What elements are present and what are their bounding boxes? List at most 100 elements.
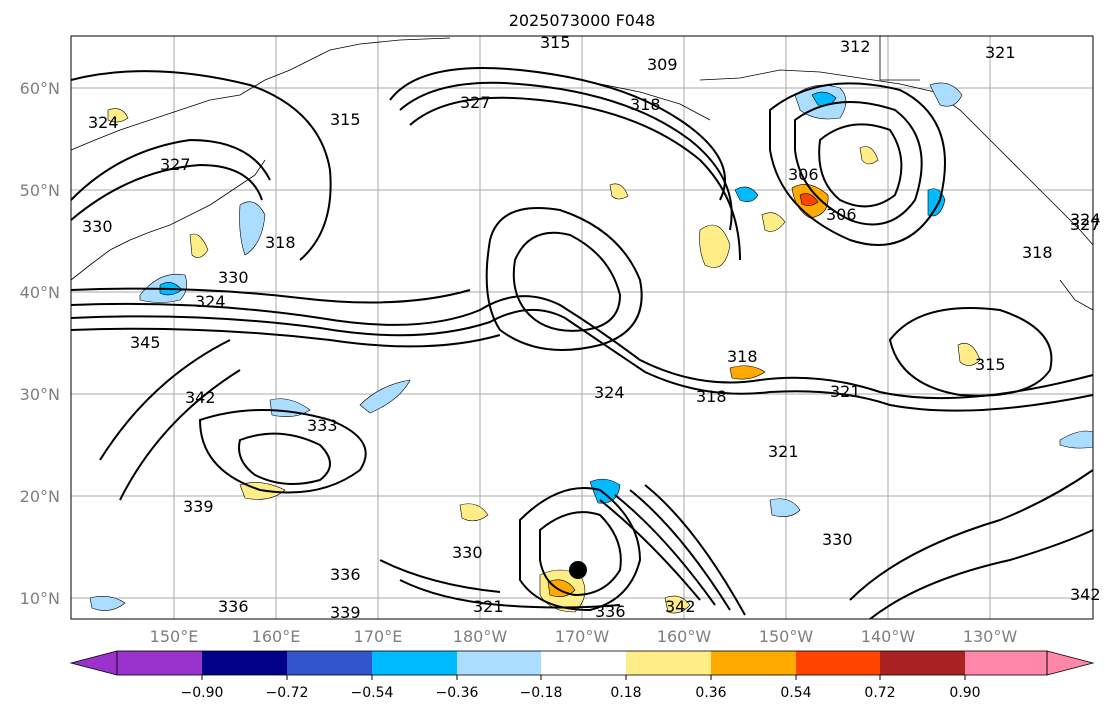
- colorbar-extend-high: [1046, 650, 1095, 676]
- colorbar-extend-low: [69, 650, 118, 676]
- colorbar-segment: [796, 651, 880, 675]
- lon-label: 170°E: [354, 627, 403, 646]
- latitude-labels: 60°N 50°N 40°N 30°N 20°N 10°N: [20, 79, 60, 608]
- colorbar-tick-label: 0.54: [780, 685, 811, 701]
- contour-label: 327: [1070, 215, 1101, 234]
- lat-label: 40°N: [20, 283, 60, 302]
- colorbar-tick-label: −0.72: [266, 685, 309, 701]
- shade-positive: [957, 343, 981, 366]
- shade-positive: [609, 183, 629, 200]
- lon-label: 170°W: [555, 627, 610, 646]
- contour-lines: [70, 67, 1094, 620]
- map-border: [70, 35, 1094, 620]
- colorbar-tick-label: −0.36: [436, 685, 479, 701]
- shade-negative: [89, 596, 126, 611]
- colorbar-tick-label: 0.36: [695, 685, 726, 701]
- colorbar-segment: [457, 651, 541, 675]
- contour-label: 315: [975, 355, 1006, 374]
- contour-label: 336: [330, 565, 361, 584]
- colorbar-tick-label: 0.18: [610, 685, 641, 701]
- contour-label: 342: [1070, 585, 1101, 604]
- contour-label: 321: [768, 442, 799, 461]
- shade-positive: [799, 193, 819, 206]
- colorbar-tick-label: −0.18: [520, 685, 563, 701]
- colorbar-segment: [541, 651, 626, 675]
- colorbar-frame: [116, 650, 1048, 676]
- shade-negative: [769, 498, 801, 517]
- colorbar-tick-label: 0.72: [864, 685, 895, 701]
- contour-label: 345: [130, 333, 161, 352]
- contour-label: 321: [985, 43, 1016, 62]
- shade-positive: [761, 212, 786, 232]
- colorbar-segment: [711, 651, 796, 675]
- contour-label: 324: [88, 113, 119, 132]
- colorbar-ticks: [201, 675, 966, 680]
- colorbar-segment: [202, 651, 287, 675]
- shade-negative: [734, 186, 759, 202]
- contour-label: 333: [307, 416, 338, 435]
- shade-positive: [699, 224, 731, 268]
- contour-label: 330: [822, 530, 853, 549]
- shade-negative: [359, 379, 411, 414]
- lon-label: 150°E: [150, 627, 199, 646]
- shade-positive: [107, 108, 129, 123]
- contour-label: 318: [696, 387, 727, 406]
- longitude-labels: 150°E 160°E 170°E 180°W 170°W 160°W 150°…: [150, 627, 1018, 646]
- lat-label: 50°N: [20, 181, 60, 200]
- lon-label: 160°E: [252, 627, 301, 646]
- colorbar-segment: [372, 651, 457, 675]
- contour-label: 327: [160, 155, 191, 174]
- contour-label: 318: [727, 347, 758, 366]
- lon-label: 140°W: [861, 627, 916, 646]
- contour-label: 312: [840, 37, 871, 56]
- colorbar-segment: [287, 651, 372, 675]
- lon-label: 130°W: [963, 627, 1018, 646]
- contour-label: 324: [594, 383, 625, 402]
- contour-label: 315: [540, 33, 571, 52]
- shade-negative: [239, 201, 266, 256]
- shaded-anomalies: [89, 82, 1094, 614]
- contour-label: 330: [82, 217, 113, 236]
- shade-negative: [269, 398, 311, 417]
- lat-label: 30°N: [20, 385, 60, 404]
- contour-label: 342: [665, 597, 696, 616]
- colorbar: −0.90 −0.72 −0.54 −0.36 −0.18 0.18 0.36 …: [69, 650, 1095, 701]
- colorbar-tick-label: −0.90: [181, 685, 224, 701]
- contour-label: 318: [1022, 243, 1053, 262]
- shade-positive: [664, 595, 691, 614]
- contour-label: 306: [788, 165, 819, 184]
- shade-positive: [729, 365, 766, 380]
- shade-positive: [189, 233, 209, 258]
- colorbar-segment: [117, 651, 202, 675]
- contour-label: 318: [265, 233, 296, 252]
- figure-title: 2025073000 F048: [509, 11, 656, 30]
- contour-label: 330: [218, 268, 249, 287]
- shade-negative: [929, 82, 963, 107]
- contour-label: 321: [830, 382, 861, 401]
- contour-label: 339: [183, 497, 214, 516]
- lat-label: 10°N: [20, 589, 60, 608]
- colorbar-segment: [626, 651, 711, 675]
- lat-label: 20°N: [20, 487, 60, 506]
- map-panel: 315 312 309 318 321 324 327 315 327 324 …: [70, 33, 1101, 622]
- colorbar-tick-label: −0.54: [351, 685, 394, 701]
- colorbar-segment: [965, 651, 1047, 675]
- lon-label: 180°W: [453, 627, 508, 646]
- contour-label: 336: [595, 602, 626, 621]
- shade-positive: [459, 503, 489, 522]
- contour-label: 330: [452, 543, 483, 562]
- contour-label: 336: [218, 597, 249, 616]
- colorbar-segment: [880, 651, 965, 675]
- contour-label: 339: [330, 603, 361, 622]
- contour-label: 327: [460, 93, 491, 112]
- lat-label: 60°N: [20, 79, 60, 98]
- contour-label: 324: [195, 292, 226, 311]
- tropical-cyclone-dot: [569, 561, 587, 579]
- contour-label: 309: [647, 55, 678, 74]
- contour-label: 321: [473, 597, 504, 616]
- contour-label: 342: [185, 388, 216, 407]
- colorbar-tick-label: 0.90: [949, 685, 980, 701]
- contour-label: 306: [826, 205, 857, 224]
- contour-label: 315: [330, 110, 361, 129]
